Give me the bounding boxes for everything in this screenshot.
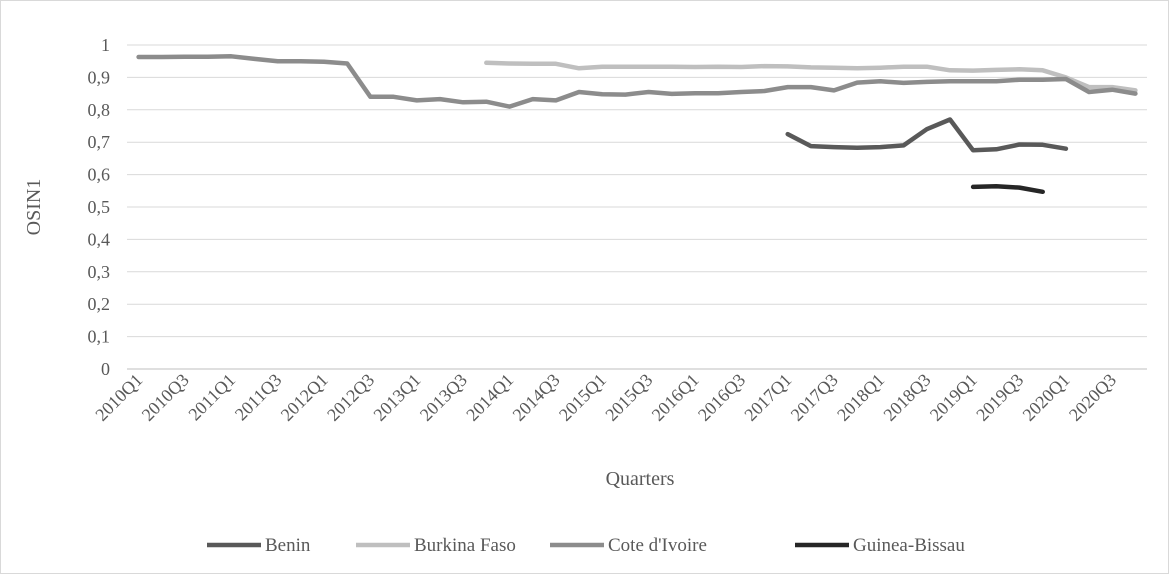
y-tick-label: 0,9 — [88, 67, 111, 87]
x-tick-label: 2011Q3 — [231, 370, 286, 425]
x-axis: 2010Q12010Q32011Q12011Q32012Q12012Q32013… — [91, 370, 1120, 425]
x-tick-label: 2011Q1 — [184, 370, 239, 425]
x-tick-label: 2014Q1 — [462, 370, 517, 425]
x-tick-label: 2010Q1 — [91, 370, 146, 425]
x-tick-label: 2019Q1 — [926, 370, 981, 425]
x-tick-label: 2018Q1 — [833, 370, 888, 425]
y-tick-label: 0 — [101, 359, 110, 379]
x-tick-label: 2017Q3 — [787, 370, 842, 425]
y-tick-label: 0,1 — [88, 327, 111, 347]
y-axis-title: OSIN1 — [23, 179, 45, 236]
y-axis-ticks: 0 0,1 0,2 0,3 0,4 0,5 0,6 0,7 0,8 0,9 1 — [88, 35, 111, 379]
gridlines — [127, 44, 1147, 370]
y-tick-label: 0,7 — [88, 132, 111, 152]
x-tick-label: 2019Q3 — [972, 370, 1027, 425]
legend-label: Guinea-Bissau — [853, 535, 965, 556]
x-tick-label: 2012Q3 — [323, 370, 378, 425]
y-tick-label: 0,3 — [88, 262, 111, 282]
legend-label: Cote d'Ivoire — [608, 535, 707, 556]
x-tick-label: 2015Q3 — [601, 370, 656, 425]
x-tick-label: 2018Q3 — [879, 370, 934, 425]
legend-label: Benin — [265, 535, 311, 556]
x-tick-label: 2016Q3 — [694, 370, 749, 425]
x-tick-label: 2013Q3 — [416, 370, 471, 425]
y-tick-label: 1 — [101, 35, 110, 55]
y-tick-label: 0,2 — [88, 294, 111, 314]
y-tick-label: 0,6 — [88, 165, 111, 185]
x-tick-label: 2012Q1 — [277, 370, 332, 425]
x-tick-label: 2013Q1 — [369, 370, 424, 425]
legend: Benin Burkina Faso Cote d'Ivoire Guinea-Bis… — [207, 535, 965, 556]
x-axis-title: Quarters — [606, 468, 675, 490]
series-lines — [136, 54, 1138, 195]
x-tick-label: 2015Q1 — [555, 370, 610, 425]
series-line-cote-d-ivoire — [136, 54, 1138, 109]
x-tick-label: 2020Q1 — [1019, 370, 1074, 425]
legend-label: Burkina Faso — [414, 535, 516, 556]
y-tick-label: 0,8 — [88, 100, 111, 120]
y-tick-label: 0,4 — [88, 229, 111, 249]
y-tick-label: 0,5 — [88, 197, 111, 217]
series-line-guinea-bissau — [970, 184, 1045, 195]
x-tick-label: 2017Q1 — [740, 370, 795, 425]
x-tick-label: 2010Q3 — [138, 370, 193, 425]
series-line-burkina-faso — [484, 60, 1138, 93]
x-tick-label: 2016Q1 — [648, 370, 703, 425]
x-tick-label: 2020Q3 — [1065, 370, 1120, 425]
x-tick-label: 2014Q3 — [509, 370, 564, 425]
series-line-benin — [785, 117, 1069, 153]
